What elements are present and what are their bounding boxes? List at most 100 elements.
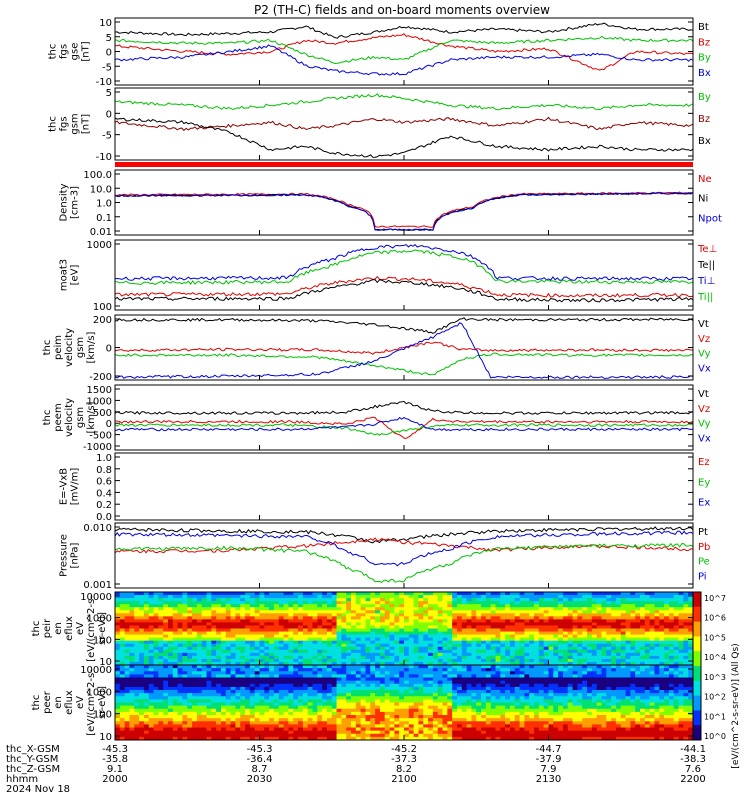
spectrogram-cell (139, 724, 144, 728)
spectrogram-cell (308, 731, 313, 735)
spectrogram-cell (163, 641, 168, 644)
series-density-Ni (115, 193, 693, 231)
spectrogram-cell (428, 715, 433, 719)
spectrogram-cell (322, 693, 327, 697)
spectrogram-cell (245, 632, 250, 635)
spectrogram-cell (462, 693, 467, 697)
status-bar (115, 162, 693, 167)
spectrogram-cell (418, 625, 423, 628)
spectrogram-cell (341, 721, 346, 725)
spectrogram-cell (245, 622, 250, 625)
spectrogram-cell (428, 724, 433, 728)
spectrogram-cell (346, 598, 351, 601)
spectrogram-cell (433, 674, 438, 678)
spectrogram-cell (597, 650, 602, 653)
spectrogram-cell (414, 696, 419, 700)
spectrogram-cell (284, 693, 289, 697)
spectrogram-cell (260, 601, 265, 604)
spectrogram-cell (337, 598, 342, 601)
spectrogram-cell (394, 595, 399, 598)
spectrogram-cell (423, 709, 428, 713)
spectrogram-cell (356, 641, 361, 644)
spectrogram-cell (510, 625, 515, 628)
spectrogram-cell (250, 638, 255, 641)
spectrogram-cell (351, 728, 356, 732)
spectrogram-cell (226, 696, 231, 700)
spectrogram-cell (327, 625, 332, 628)
spectrogram-cell (332, 616, 337, 619)
spectrogram-cell (423, 674, 428, 678)
spectrogram-cell (158, 731, 163, 735)
spectrogram-cell (202, 632, 207, 635)
spectrogram-cell (308, 595, 313, 598)
spectrogram-cell (211, 610, 216, 613)
spectrogram-cell (312, 604, 317, 607)
spectrogram-cell (192, 703, 197, 707)
spectrogram-cell (443, 731, 448, 735)
spectrogram-cell (616, 595, 621, 598)
spectrogram-cell (284, 622, 289, 625)
spectrogram-cell (635, 616, 640, 619)
spectrogram-cell (553, 647, 558, 650)
spectrogram-cell (231, 674, 236, 678)
spectrogram-cell (231, 671, 236, 675)
spectrogram-cell (235, 699, 240, 703)
spectrogram-cell (115, 731, 120, 735)
spectrogram-cell (187, 728, 192, 732)
spectrogram-cell (293, 734, 298, 738)
spectrogram-cell (394, 622, 399, 625)
spectrogram-cell (134, 635, 139, 638)
spectrogram-cell (438, 607, 443, 610)
spectrogram-cell (380, 728, 385, 732)
spectrogram-cell (337, 678, 342, 682)
spectrogram-cell (134, 696, 139, 700)
spectrogram-cell (375, 659, 380, 662)
spectrogram-cell (361, 703, 366, 707)
spectrogram-cell (433, 622, 438, 625)
spectrogram-cell (380, 681, 385, 685)
ytick-label-peem-velocity: 1500 (87, 385, 112, 396)
spectrogram-cell (375, 644, 380, 647)
spectrogram-cell (481, 641, 486, 644)
spectrogram-cell (298, 687, 303, 691)
spectrogram-cell (621, 650, 626, 653)
spectrogram-cell (192, 659, 197, 662)
spectrogram-cell (351, 613, 356, 616)
spectrogram-cell (394, 601, 399, 604)
spectrogram-cell (375, 638, 380, 641)
spectrogram-cell (573, 607, 578, 610)
spectrogram-cell (211, 659, 216, 662)
spectrogram-cell (375, 721, 380, 725)
spectrogram-cell (178, 604, 183, 607)
spectrogram-cell (182, 718, 187, 722)
spectrogram-cell (635, 644, 640, 647)
spectrogram-cell (529, 598, 534, 601)
series-fgs-gse-Bx (115, 45, 693, 75)
spectrogram-cell (467, 656, 472, 659)
spectrogram-cell (115, 632, 120, 635)
spectrogram-cell (621, 622, 626, 625)
spectrogram-cell (192, 684, 197, 688)
spectrogram-cell (375, 613, 380, 616)
spectrogram-cell (187, 684, 192, 688)
spectrogram-cell (274, 734, 279, 738)
spectrogram-cell (250, 706, 255, 710)
spectrogram-cell (390, 709, 395, 713)
spectrogram-cell (505, 647, 510, 650)
spectrogram-cell (534, 647, 539, 650)
spectrogram-cell (457, 684, 462, 688)
spectrogram-cell (134, 668, 139, 672)
spectrogram-cell (192, 712, 197, 716)
spectrogram-cell (264, 715, 269, 719)
spectrogram-cell (529, 616, 534, 619)
spectrogram-cell (269, 721, 274, 725)
spectrogram-cell (669, 625, 674, 628)
spectrogram-cell (351, 592, 356, 595)
spectrogram-cell (481, 690, 486, 694)
spectrogram-cell (149, 653, 154, 656)
spectrogram-cell (288, 619, 293, 622)
spectrogram-cell (616, 635, 621, 638)
spectrogram-cell (438, 595, 443, 598)
spectrogram-cell (370, 681, 375, 685)
spectrogram-cell (216, 641, 221, 644)
